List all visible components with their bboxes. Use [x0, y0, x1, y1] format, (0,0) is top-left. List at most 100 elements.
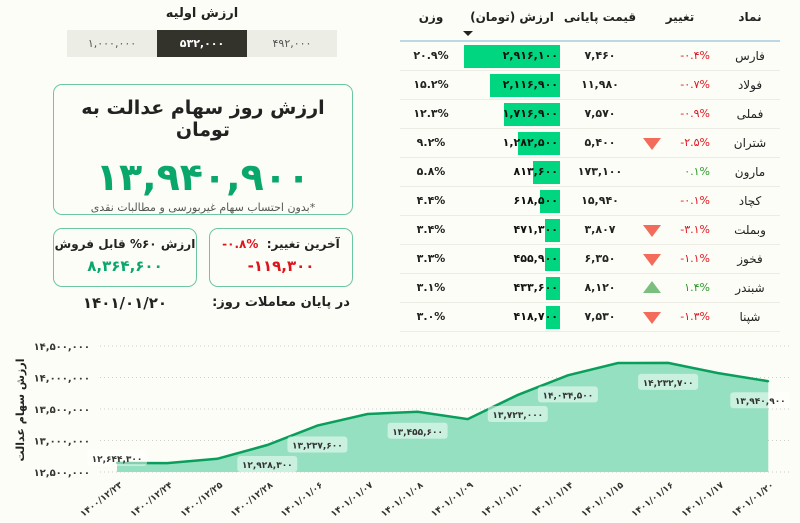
- data-label: ۱۲,۶۴۴,۳۰۰: [92, 455, 143, 465]
- weight: ۳.۰%: [416, 310, 446, 323]
- holding-value: ۴۳۳,۶۰۰: [513, 281, 558, 294]
- y-tick-label: ۱۴,۰۰۰,۰۰۰: [34, 374, 90, 385]
- data-point: [767, 380, 770, 383]
- header-weight[interactable]: وزن: [418, 10, 444, 24]
- holding-value: ۲,۹۱۶,۱۰۰: [502, 49, 558, 62]
- data-point: [216, 457, 219, 460]
- x-tick-label: ۱۴۰۰/۱۲/۲۵: [179, 480, 225, 519]
- symbol[interactable]: کچاد: [738, 194, 762, 208]
- y-tick-label: ۱۳,۰۰۰,۰۰۰: [34, 437, 90, 448]
- change-percent: -۳.۱%: [680, 223, 710, 236]
- data-label-bg: [387, 422, 448, 439]
- x-tick-label: ۱۴۰۰/۱۲/۲۳: [79, 480, 125, 519]
- change-percent: ۱.۴%: [684, 281, 710, 294]
- x-tick-label: ۱۴۰۱/۰۱/۱۶: [630, 480, 676, 519]
- weight: ۳.۱%: [416, 281, 446, 294]
- symbol[interactable]: فارس: [735, 49, 765, 63]
- data-label-bg: [87, 449, 147, 466]
- symbol[interactable]: فولاد: [737, 78, 763, 92]
- initial-value-option-1000000[interactable]: ۱,۰۰۰,۰۰۰: [67, 30, 157, 57]
- header-symbol[interactable]: نماد: [738, 10, 762, 24]
- weight: ۱۵.۲%: [413, 78, 449, 91]
- last-change-percent: -۰.۸%: [222, 237, 259, 251]
- table-row[interactable]: فارس -۰.۴% ۷,۴۶۰ ۲,۹۱۶,۱۰۰ ۲۰.۹%: [400, 42, 780, 71]
- header-change[interactable]: تغییر: [665, 10, 695, 24]
- table-row[interactable]: فملی -۰.۹% ۷,۵۷۰ ۱,۷۱۶,۹۰۰ ۱۲.۳%: [400, 100, 780, 129]
- value-bar: [464, 45, 560, 68]
- symbol[interactable]: فملی: [736, 107, 764, 121]
- value-bar: [464, 103, 560, 126]
- header-price[interactable]: قیمت پایانی: [563, 10, 637, 24]
- table-row[interactable]: شبندر ۱.۴% ۸,۱۲۰ ۴۳۳,۶۰۰ ۳.۱%: [400, 274, 780, 303]
- table-row[interactable]: شتران -۲.۵% ۵,۴۰۰ ۱,۲۸۲,۵۰۰ ۹.۲%: [400, 129, 780, 158]
- x-tick-label: ۱۴۰۱/۰۱/۰۶: [279, 480, 325, 519]
- header-value[interactable]: ارزش (تومان): [470, 10, 554, 24]
- data-label-bg: [487, 405, 548, 422]
- closing-price: ۷,۵۷۰: [584, 107, 616, 120]
- table-row[interactable]: شپنا -۱.۳% ۷,۵۳۰ ۴۱۸,۷۰۰ ۳.۰%: [400, 303, 780, 332]
- last-change-card: آخرین تغییر: -۰.۸% -۱۱۹,۳۰۰: [209, 228, 353, 287]
- closing-price: ۶,۳۵۰: [584, 252, 616, 265]
- change-percent: -۰.۴%: [680, 49, 710, 62]
- data-label: ۱۳,۴۵۵,۶۰۰: [392, 428, 443, 438]
- weight: ۱۲.۳%: [413, 107, 449, 120]
- data-label-bg: [287, 436, 348, 453]
- symbol[interactable]: مارون: [734, 165, 766, 179]
- holding-value: ۴۱۸,۷۰۰: [513, 310, 558, 323]
- table-row[interactable]: کچاد -۰.۱% ۱۵,۹۴۰ ۶۱۸,۵۰۰ ۴.۴%: [400, 187, 780, 216]
- holding-value: ۶۱۸,۵۰۰: [513, 194, 558, 207]
- table-row[interactable]: مارون ۰.۱% ۱۷۳,۱۰۰ ۸۱۳,۶۰۰ ۵.۸%: [400, 158, 780, 187]
- table-row[interactable]: فخوز -۱.۱% ۶,۳۵۰ ۴۵۵,۹۰۰ ۳.۳%: [400, 245, 780, 274]
- closing-price: ۷,۴۶۰: [584, 49, 616, 62]
- value-bar: [464, 219, 560, 242]
- initial-value-option-492000[interactable]: ۴۹۲,۰۰۰: [247, 30, 337, 57]
- trading-date: ۱۴۰۱/۰۱/۲۰: [82, 294, 168, 312]
- data-point: [667, 361, 670, 364]
- current-value: ۱۳,۹۴۰,۹۰۰: [95, 155, 311, 199]
- data-point: [516, 393, 519, 396]
- x-tick-label: ۱۴۰۱/۰۱/۰۸: [379, 480, 425, 519]
- x-tick-label: ۱۴۰۱/۰۱/۰۷: [329, 480, 375, 519]
- table-header: نماد تغییر قیمت پایانی ارزش (تومان) وزن: [400, 0, 780, 42]
- data-point: [366, 413, 369, 416]
- initial-value-selector: ۴۹۲,۰۰۰ ۵۳۲,۰۰۰ ۱,۰۰۰,۰۰۰: [67, 30, 337, 57]
- holding-value: ۱,۷۱۶,۹۰۰: [502, 107, 558, 120]
- weight: ۳.۳%: [416, 252, 446, 265]
- symbol[interactable]: شبندر: [735, 281, 765, 295]
- x-tick-label: ۱۴۰۱/۰۱/۱۵: [580, 480, 626, 519]
- symbol[interactable]: شتران: [733, 136, 767, 150]
- holding-value: ۸۱۳,۶۰۰: [513, 165, 558, 178]
- last-change-title: آخرین تغییر:: [266, 237, 340, 251]
- symbol[interactable]: شپنا: [739, 310, 761, 324]
- current-value-note: *بدون احتساب سهام غیربورسی و مطالبات نقد…: [90, 201, 316, 214]
- holding-value: ۲,۱۱۶,۹۰۰: [502, 78, 558, 91]
- symbol[interactable]: فخوز: [737, 252, 763, 266]
- holdings-table: نماد تغییر قیمت پایانی ارزش (تومان) وزن …: [400, 0, 780, 332]
- initial-value-title: ارزش اولیه: [165, 6, 239, 21]
- value-bar: [464, 277, 560, 300]
- x-tick-label: ۱۴۰۱/۰۱/۱۷: [680, 480, 726, 519]
- triangle-down-icon: [643, 312, 661, 324]
- closing-price: ۳,۸۰۷: [584, 223, 616, 236]
- data-label: ۱۳,۷۲۳,۰۰۰: [492, 411, 543, 421]
- change-percent: -۰.۹%: [680, 107, 710, 120]
- data-point: [617, 362, 619, 365]
- sort-descending-icon[interactable]: [463, 31, 473, 36]
- closing-price: ۱۷۳,۱۰۰: [577, 165, 623, 178]
- value-bar: [464, 306, 560, 329]
- change-percent: -۰.۷%: [680, 78, 710, 91]
- triangle-down-icon: [643, 225, 661, 237]
- closing-price: ۵,۴۰۰: [584, 136, 616, 149]
- change-percent: ۰.۱%: [684, 165, 710, 178]
- symbol[interactable]: وبملت: [734, 223, 766, 237]
- triangle-down-icon: [643, 254, 661, 266]
- y-tick-label: ۱۲,۵۰۰,۰۰۰: [34, 468, 90, 479]
- initial-value-option-532000[interactable]: ۵۳۲,۰۰۰: [157, 30, 247, 57]
- x-tick-label: ۱۴۰۱/۰۱/۰۹: [430, 480, 476, 519]
- table-row[interactable]: وبملت -۳.۱% ۳,۸۰۷ ۴۷۱,۳۰۰ ۳.۴%: [400, 216, 780, 245]
- area-fill: [117, 362, 769, 472]
- table-row[interactable]: فولاد -۰.۷% ۱۱,۹۸۰ ۲,۱۱۶,۹۰۰ ۱۵.۲%: [400, 71, 780, 100]
- data-point: [466, 418, 469, 421]
- y-tick-label: ۱۳,۵۰۰,۰۰۰: [34, 405, 90, 416]
- sellable-value-title: ارزش ۶۰% قابل فروش: [54, 237, 196, 251]
